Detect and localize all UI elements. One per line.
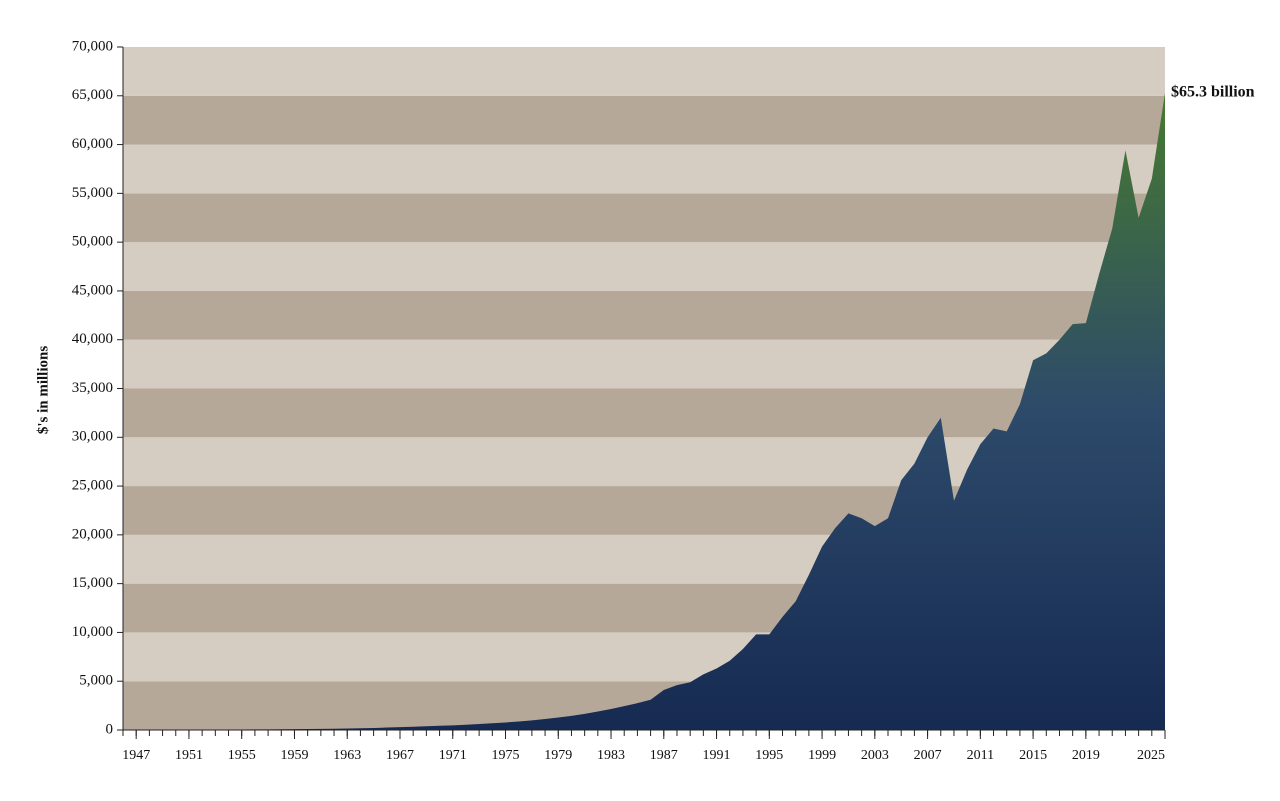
- x-tick-label: 1971: [439, 748, 467, 763]
- y-tick-label: 50,000: [72, 234, 113, 250]
- y-tick-label: 65,000: [72, 87, 113, 103]
- x-tick-label: 2007: [914, 748, 942, 763]
- x-tick-label: 2015: [1019, 748, 1047, 763]
- y-tick-label: 5,000: [79, 673, 113, 689]
- area: [123, 92, 1165, 730]
- grid-band: [123, 95, 1165, 145]
- x-tick-label: 1947: [122, 748, 150, 763]
- y-tick-label: 35,000: [72, 380, 113, 396]
- y-tick-label: 70,000: [72, 38, 113, 54]
- y-tick-label: 20,000: [72, 526, 113, 542]
- grid-band: [123, 144, 1165, 194]
- y-axis-label: $'s in millions: [35, 346, 51, 435]
- y-tick-label: 40,000: [72, 331, 113, 347]
- grid-band: [123, 339, 1165, 389]
- x-tick-label: 1955: [228, 748, 256, 763]
- y-tick-label: 30,000: [72, 429, 113, 445]
- y-tick-label: 45,000: [72, 282, 113, 298]
- x-tick-label: 1983: [597, 748, 625, 763]
- y-tick-label: 15,000: [72, 575, 113, 591]
- x-tick-label: 1951: [175, 748, 203, 763]
- x-tick-label: 1959: [280, 748, 308, 763]
- y-tick-label: 55,000: [72, 185, 113, 201]
- grid-band: [123, 290, 1165, 340]
- x-tick-label: 1975: [492, 748, 520, 763]
- x-tick-label: 1967: [386, 748, 414, 763]
- x-tick-label: 1995: [755, 748, 783, 763]
- grid-band: [123, 388, 1165, 438]
- y-tick-label: 0: [106, 721, 114, 737]
- x-tick-label: 1987: [650, 748, 678, 763]
- x-tick-label: 1963: [333, 748, 361, 763]
- x-tick-label: 1979: [544, 748, 572, 763]
- grid-band: [123, 47, 1165, 96]
- y-tick-label: 25,000: [72, 478, 113, 494]
- x-tick-label: 2003: [861, 748, 889, 763]
- y-tick-label: 60,000: [72, 136, 113, 152]
- grid-band: [123, 242, 1165, 291]
- y-tick-label: 10,000: [72, 624, 113, 640]
- x-tick-label: 2011: [967, 748, 994, 763]
- x-tick-label: 1999: [808, 748, 836, 763]
- annotation: $65.3 billion: [1171, 84, 1255, 101]
- grid-band: [123, 193, 1165, 243]
- x-tick-label: 1991: [703, 748, 731, 763]
- x-tick-label: 2019: [1072, 748, 1100, 763]
- x-tick-label: 2025: [1137, 748, 1165, 763]
